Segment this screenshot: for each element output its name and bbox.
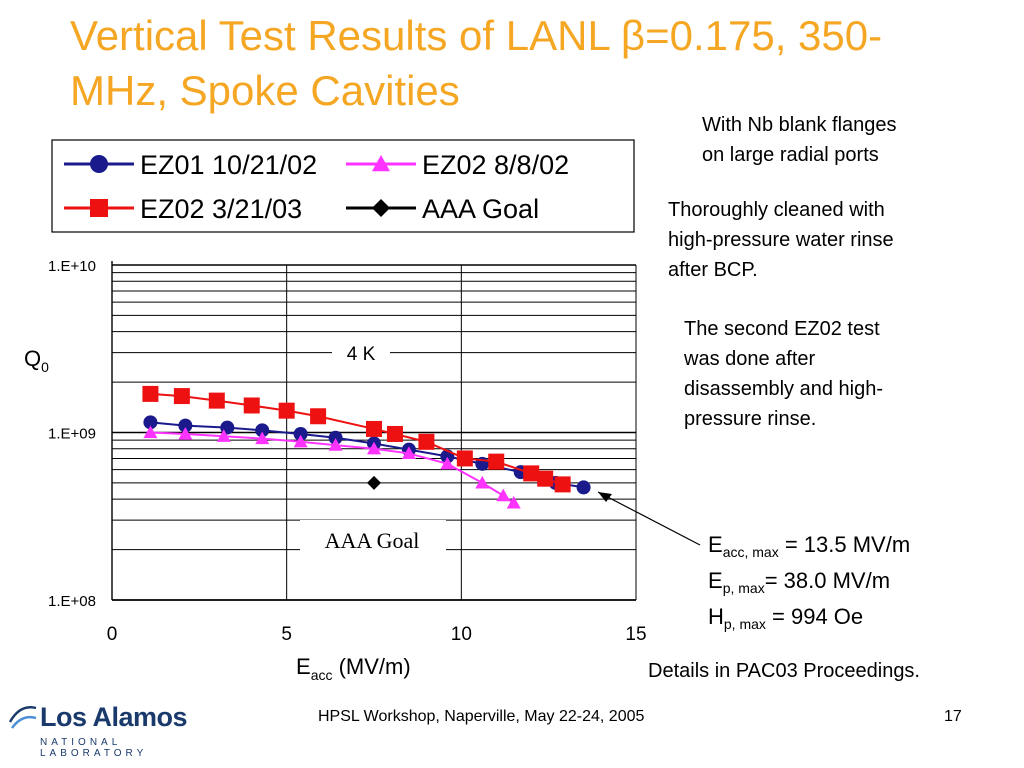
data-point-triangle [255, 431, 270, 445]
ep-value: = 38.0 MV/m [764, 568, 891, 593]
data-point-diamond [367, 475, 381, 490]
series-ez02-3-21-03 [142, 385, 571, 493]
chart-legend: EZ01 10/21/02 EZ02 8/8/02 EZ02 3/21/03 AAA … [64, 150, 569, 224]
eacc-subscript: acc, max [722, 544, 779, 560]
data-point-triangle [216, 429, 231, 442]
data-point-circle [255, 423, 270, 438]
ep-symbol: E [708, 568, 723, 593]
los-alamos-logo: Los Alamos NATIONAL LABORATORY [6, 700, 196, 760]
footer-event: HPSL Workshop, Naperville, May 22-24, 20… [318, 708, 645, 725]
data-point-triangle [143, 425, 158, 439]
x-tick-label: 5 [281, 624, 292, 645]
logo-mark-icon [8, 706, 37, 729]
y-axis-label: Q0 [24, 346, 49, 375]
legend-item: AAA Goal [346, 194, 539, 224]
hp-symbol: H [708, 604, 724, 629]
logo-subtitle: NATIONAL LABORATORY [40, 737, 148, 759]
callout-arrowhead [598, 492, 612, 502]
data-point-triangle [367, 441, 381, 455]
series-ez02-8-8-02 [143, 425, 521, 509]
data-point-triangle [372, 155, 390, 172]
data-point-circle [178, 418, 193, 433]
data-point-square [278, 402, 295, 419]
y-tick-label: 1.E+10 [48, 258, 96, 275]
x-tick-label: 0 [107, 624, 118, 645]
note-second-test: The second EZ02 test was done after disa… [684, 318, 883, 430]
page-number: 17 [944, 708, 962, 725]
data-point-triangle [496, 488, 511, 502]
data-point-square [537, 470, 554, 487]
data-point-square [142, 385, 159, 402]
temperature-label-bg [332, 338, 390, 366]
details-note: Details in PAC03 Proceedings. [648, 660, 920, 682]
hp-value: = 994 Oe [765, 604, 864, 629]
data-point-triangle [293, 434, 308, 448]
eacc-max-line: Eacc, max = 13.5 MV/m [708, 528, 910, 564]
goal-label-bg [300, 520, 446, 560]
ep-subscript: p, max [722, 580, 765, 596]
data-point-circle [143, 415, 158, 430]
data-point-square [488, 453, 505, 470]
data-point-circle [293, 426, 308, 441]
note-flanges: With Nb blank flanges on large radial po… [702, 114, 897, 166]
legend-item: EZ02 8/8/02 [346, 150, 569, 180]
legend-label: EZ02 3/21/03 [140, 194, 302, 224]
x-tick-label: 15 [625, 624, 646, 645]
legend-box [51, 139, 635, 233]
x-tick-label: 10 [451, 624, 472, 645]
data-point-square [208, 392, 225, 409]
slide-title: Vertical Test Results of LANL β=0.175, 3… [70, 12, 883, 114]
chart-axes: 1.E+08 1.E+09 1.E+10 0 5 10 15 [48, 258, 647, 645]
data-point-square [366, 420, 382, 437]
callout-arrow [597, 491, 701, 546]
note-cleaning: Thoroughly cleaned with high-pressure wa… [668, 199, 894, 281]
legend-item: EZ01 10/21/02 [64, 150, 317, 180]
ep-max-line: Ep, max= 38.0 MV/m [708, 564, 910, 600]
data-point-square [386, 425, 403, 442]
hp-subscript: p, max [723, 616, 766, 632]
data-point-circle [90, 155, 108, 173]
data-point-square [523, 465, 540, 482]
data-point-circle [328, 430, 343, 445]
y-tick-label: 1.E+08 [48, 593, 96, 610]
data-point-square [418, 433, 435, 450]
data-point-triangle [401, 446, 416, 460]
legend-label: EZ02 8/8/02 [422, 150, 569, 180]
series-aaa-goal [367, 475, 381, 490]
data-point-square [554, 476, 571, 493]
eacc-symbol: E [708, 532, 723, 557]
data-point-circle [576, 480, 591, 495]
chart-marks [142, 385, 591, 509]
data-point-triangle [440, 456, 455, 470]
data-point-triangle [506, 495, 521, 509]
peak-fields-block: Eacc, max = 13.5 MV/m Ep, max= 38.0 MV/m… [708, 528, 910, 636]
temperature-label: 4 K [347, 344, 376, 365]
goal-label: AAA Goal [325, 528, 420, 553]
data-point-diamond [372, 199, 390, 217]
hp-max-line: Hp, max = 994 Oe [708, 600, 910, 636]
data-point-triangle [328, 438, 343, 451]
data-point-square [243, 397, 260, 414]
data-point-square [173, 388, 190, 405]
data-point-square [310, 408, 327, 425]
eacc-value: = 13.5 MV/m [778, 532, 911, 557]
data-point-square [456, 450, 473, 467]
y-tick-label: 1.E+09 [48, 426, 96, 443]
legend-item: EZ02 3/21/03 [64, 194, 302, 224]
x-axis-label: Eacc (MV/m) [296, 654, 411, 683]
data-point-triangle [475, 475, 490, 489]
data-point-square [90, 199, 108, 217]
logo-wordmark: Los Alamos [40, 702, 188, 732]
legend-label: EZ01 10/21/02 [140, 150, 317, 180]
legend-label: AAA Goal [422, 194, 539, 224]
data-point-triangle [178, 426, 193, 440]
